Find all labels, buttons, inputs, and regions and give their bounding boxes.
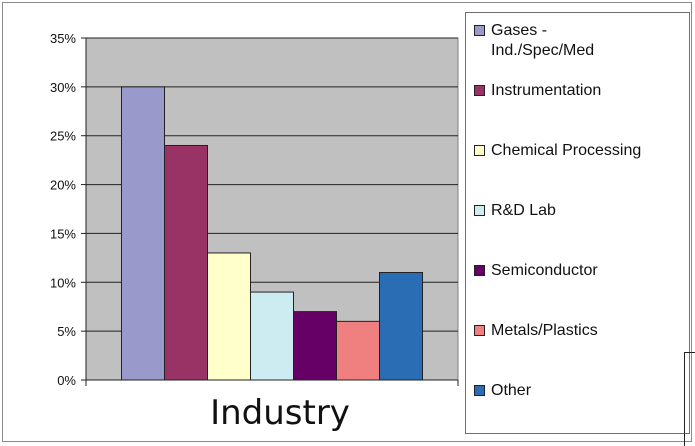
legend-label: Instrumentation	[491, 82, 602, 99]
legend-swatch	[474, 205, 485, 216]
legend-label: Gases - Ind./Spec/Med	[491, 22, 595, 59]
legend-item: Instrumentation	[474, 81, 601, 101]
y-tick-label: 10%	[50, 275, 76, 290]
bars-layer	[121, 86, 423, 381]
legend-label: Other	[491, 382, 532, 399]
y-tick-label: 5%	[57, 324, 76, 339]
axis-layer: 0% 5% 10% 15% 20% 25% 30% 35%	[50, 31, 459, 388]
legend-swatch	[474, 385, 485, 396]
bar-metals-plastics	[336, 320, 380, 381]
y-tick-label: 35%	[50, 31, 76, 46]
bar-r-d-lab	[250, 291, 294, 381]
legend-swatch	[474, 325, 485, 336]
legend-item: R&D Lab	[474, 201, 556, 221]
y-tick-label: 15%	[50, 226, 76, 241]
corner-box	[684, 352, 695, 446]
legend-item: Other	[474, 381, 531, 401]
legend-item: Metals/Plastics	[474, 321, 598, 341]
legend-swatch	[474, 145, 485, 156]
y-tick-label: 0%	[57, 373, 76, 388]
y-tick-label: 20%	[50, 178, 76, 193]
x-axis-title: Industry	[210, 393, 350, 433]
bar-instrumentation	[164, 144, 208, 381]
bar-semiconductor	[293, 311, 337, 381]
legend-swatch	[474, 265, 485, 276]
legend-label: Chemical Processing	[491, 142, 642, 159]
y-tick-label: 25%	[50, 129, 76, 144]
y-tick-label: 30%	[50, 80, 76, 95]
legend-swatch	[474, 25, 485, 36]
legend-swatch	[474, 85, 485, 96]
legend: Gases - Ind./Spec/Med Instrumentation Chem…	[465, 12, 690, 434]
legend-label: Metals/Plastics	[491, 322, 598, 339]
legend-item: Gases - Ind./Spec/Med	[474, 21, 594, 61]
legend-item: Semiconductor	[474, 261, 598, 281]
bar-other	[379, 272, 423, 381]
bar-gases-ind-spec-med	[121, 86, 165, 381]
legend-label: R&D Lab	[491, 202, 556, 219]
bar-chemical-processing	[207, 252, 251, 381]
legend-label: Semiconductor	[491, 262, 598, 279]
legend-item: Chemical Processing	[474, 141, 641, 161]
